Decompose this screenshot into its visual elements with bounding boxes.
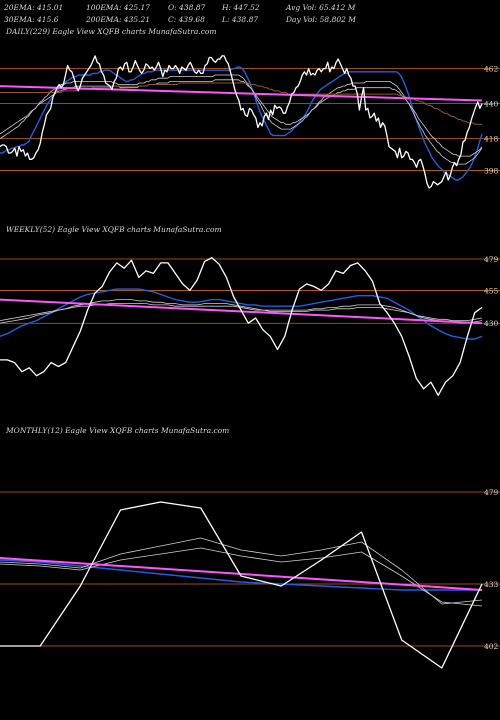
header-close: C: 439.68 xyxy=(168,15,205,24)
weekly-panel-title: WEEKLY(52) Eagle View XQFB charts Munafa… xyxy=(6,225,222,234)
series-ema-mid-b xyxy=(0,303,483,322)
header-ema100: 100EMA: 425.17 xyxy=(86,3,151,12)
series-ema-mid-a xyxy=(0,74,483,165)
y-tick-label: 462 xyxy=(484,65,499,74)
daily-panel-title: DAILY(229) Eagle View XQFB charts Munafa… xyxy=(6,27,217,36)
series-price xyxy=(0,501,483,669)
y-tick-label: 455 xyxy=(484,286,499,295)
series-ema-mid-a xyxy=(0,537,483,605)
series-ema-short xyxy=(0,66,483,181)
y-tick-label: 433 xyxy=(484,580,499,589)
header-ema20: 20EMA: 415.01 xyxy=(4,3,64,12)
y-tick-label: 479 xyxy=(484,488,499,497)
y-tick-label: 418 xyxy=(484,135,499,144)
y-tick-label: 430 xyxy=(484,319,499,328)
monthly-panel-title: MONTHLY(12) Eagle View XQFB charts Munaf… xyxy=(6,426,230,435)
series-trendline xyxy=(0,557,483,591)
y-tick-label: 398 xyxy=(484,166,499,175)
y-tick-label: 479 xyxy=(484,255,499,264)
series-price xyxy=(0,257,483,396)
series-ema-short xyxy=(0,559,482,591)
header-day-vol: Day Vol: 58.802 M xyxy=(286,15,356,24)
header-ema30: 30EMA: 415.6 xyxy=(4,15,59,24)
y-tick-label: 440 xyxy=(484,100,499,109)
header-low: L: 438.87 xyxy=(222,15,259,24)
series-trendline xyxy=(0,85,483,102)
header-high: H: 447.52 xyxy=(222,3,260,12)
header-open: O: 438.87 xyxy=(168,3,206,12)
series-ema-mid-b xyxy=(0,547,483,607)
series-ema-short xyxy=(0,288,483,340)
header-avg-vol: Avg Vol: 65.412 M xyxy=(286,3,356,12)
y-tick-label: 402 xyxy=(484,642,499,651)
header-ema200: 200EMA: 435.21 xyxy=(86,15,151,24)
series-ema-mid-a xyxy=(0,299,483,324)
series-price xyxy=(0,55,483,189)
